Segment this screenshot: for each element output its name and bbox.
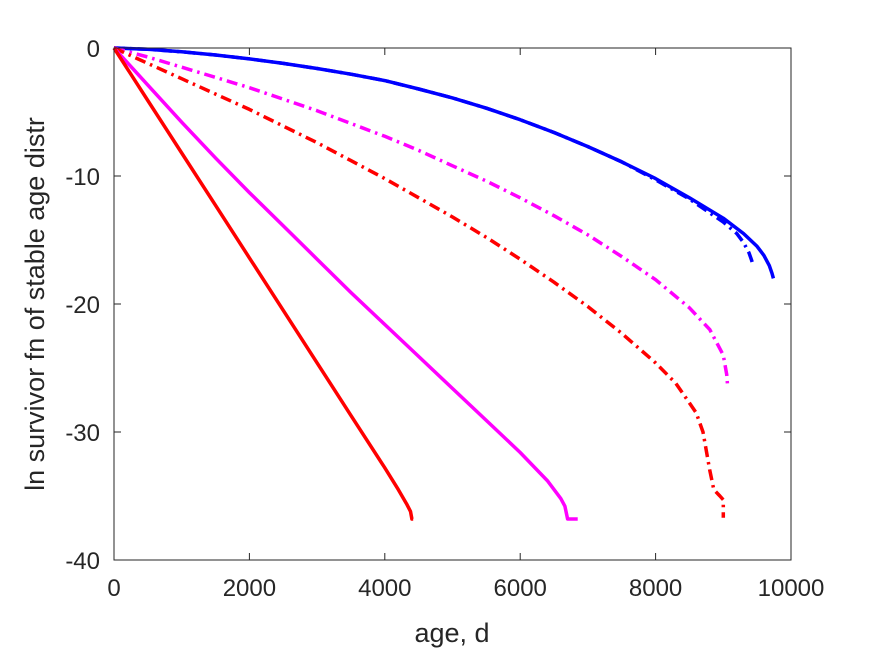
y-tick-label: -40 [65, 548, 100, 575]
x-tick-label: 0 [107, 575, 120, 602]
y-tick-label: -30 [65, 420, 100, 447]
x-axis-ticks: 0 2000 4000 6000 8000 10000 [107, 48, 824, 602]
x-tick-label: 8000 [629, 575, 682, 602]
x-axis-label: age, d [414, 618, 489, 648]
x-tick-label: 6000 [494, 575, 547, 602]
series-line-3 [113, 46, 730, 384]
series-line-4 [113, 46, 726, 518]
series-line-2 [113, 46, 755, 267]
series-line-6 [112, 47, 414, 521]
y-tick-label: -20 [65, 292, 100, 319]
series-line-5 [112, 46, 578, 521]
x-tick-label: 2000 [223, 575, 276, 602]
plot-background [114, 48, 791, 560]
x-tick-label: 10000 [758, 575, 825, 602]
x-tick-label: 4000 [358, 575, 411, 602]
y-tick-label: -10 [65, 164, 100, 191]
series-layer [112, 46, 776, 521]
y-axis-label: ln survivor fn of stable age distr [20, 117, 50, 491]
y-axis-ticks: -40 -30 -20 -10 0 [65, 36, 791, 575]
y-tick-label: 0 [87, 36, 100, 63]
